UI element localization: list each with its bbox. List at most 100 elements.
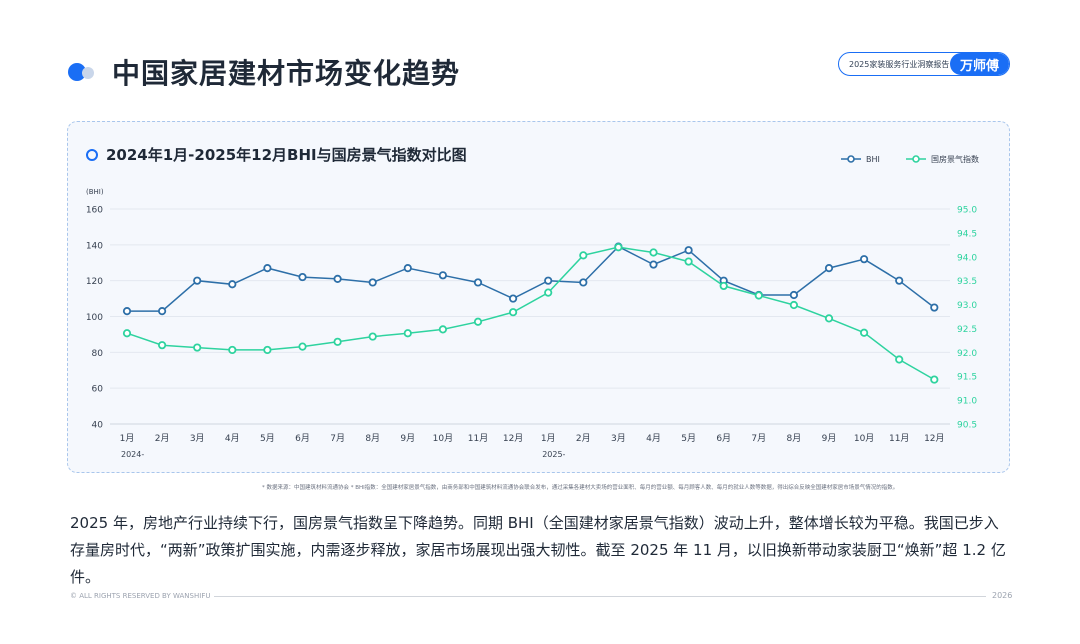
y-tick-label: 140 (86, 241, 103, 251)
y-axis-label: (BHI) (86, 188, 104, 196)
data-point-series-1 (298, 272, 307, 282)
title-bullet-icon (68, 61, 102, 83)
data-point-series-1 (193, 276, 202, 285)
x-tick-label: 2月 (155, 433, 170, 444)
x-tick-label: 8月 (365, 433, 380, 444)
data-point-series-2 (544, 288, 553, 297)
x-tick-label: 12月 (503, 433, 523, 444)
x-tick-label: 4月 (225, 433, 240, 444)
data-point-series-1 (649, 260, 658, 269)
y2-tick-label: 93.0 (957, 301, 977, 311)
x-tick-label: 12月 (924, 433, 944, 444)
data-point-series-2 (228, 345, 237, 355)
data-point-series-2 (368, 332, 377, 341)
data-point-series-2 (193, 343, 202, 352)
data-point-series-2 (403, 329, 412, 338)
data-point-series-2 (859, 328, 869, 337)
data-point-series-2 (719, 281, 728, 291)
y2-tick-label: 91.5 (957, 373, 977, 383)
data-point-series-1 (789, 290, 799, 300)
brand-logo: 万师傅 (949, 53, 1009, 75)
data-point-series-1 (368, 278, 377, 287)
x-tick-label: 4月 (646, 433, 661, 444)
data-point-series-2 (438, 325, 447, 334)
x-tick-label: 1月 (541, 433, 556, 444)
report-badge: 2025家装服务行业洞察报告 万师傅 (838, 52, 1010, 76)
y2-tick-label: 94.5 (957, 229, 977, 239)
x-tick-label: 9月 (400, 433, 415, 444)
data-point-series-2 (298, 342, 307, 351)
data-point-series-2 (614, 243, 623, 252)
footer-year: 2026 (992, 591, 1013, 600)
series-line-2 (126, 246, 935, 381)
y2-tick-label: 92.5 (957, 325, 977, 335)
data-point-series-1 (158, 307, 167, 316)
data-point-series-1 (579, 278, 588, 287)
report-badge-text: 2025家装服务行业洞察报告 (849, 59, 950, 69)
data-point-series-2 (333, 337, 342, 346)
data-point-series-2 (122, 329, 132, 338)
data-point-series-1 (508, 294, 518, 303)
series-line-1 (127, 245, 935, 312)
data-point-series-1 (263, 264, 272, 273)
page-title: 中国家居建材市场变化趋势 (112, 57, 461, 90)
y2-tick-label: 90.5 (957, 421, 977, 431)
x-tick-label: 11月 (468, 433, 488, 444)
data-point-series-2 (930, 375, 939, 384)
x-tick-label: 1月 (120, 433, 135, 444)
data-point-series-2 (754, 291, 763, 300)
data-point-series-1 (684, 246, 693, 255)
x-tick-label: 7月 (751, 433, 766, 444)
legend-marker (912, 155, 920, 163)
data-point-series-1 (930, 303, 939, 312)
x-tick-label: 3月 (611, 433, 626, 444)
x-tick-label: 3月 (190, 433, 205, 444)
legend-label: 国房景气指数 (931, 154, 979, 164)
y2-tick-label: 91.0 (957, 397, 977, 407)
data-point-series-2 (508, 308, 518, 317)
y-tick-label: 100 (86, 313, 103, 323)
data-point-series-2 (649, 248, 658, 257)
y2-tick-label: 93.5 (957, 277, 977, 287)
chart-title-row: 2024年1月-2025年12月BHI与国房景气指数对比图 (86, 144, 467, 165)
data-point-series-1 (544, 276, 553, 285)
data-point-series-1 (824, 264, 834, 273)
data-point-series-1 (895, 276, 904, 285)
data-point-series-2 (158, 341, 167, 350)
x-tick-label: 10月 (433, 433, 453, 444)
footer-divider (214, 596, 986, 597)
data-point-series-2 (684, 257, 693, 266)
data-point-series-1 (122, 307, 132, 316)
x-tick-label: 11月 (889, 433, 909, 444)
data-point-series-1 (333, 274, 342, 283)
footer-copyright: © ALL RIGHTS RESERVED BY WANSHIFU (70, 592, 211, 600)
x-year-label: 2025- (542, 450, 565, 459)
circle-bullet-icon (86, 148, 98, 161)
data-point-series-2 (579, 251, 588, 260)
data-point-series-1 (228, 280, 237, 289)
y-tick-label: 80 (92, 349, 104, 359)
x-tick-label: 6月 (295, 433, 310, 444)
data-point-series-1 (438, 271, 447, 280)
x-tick-label: 10月 (854, 433, 874, 444)
x-tick-label: 5月 (681, 433, 696, 444)
y-tick-label: 40 (92, 421, 104, 431)
legend-label: BHI (866, 155, 880, 164)
x-tick-label: 2月 (576, 433, 591, 444)
y-tick-label: 160 (86, 206, 103, 216)
data-point-series-2 (824, 314, 834, 323)
chart-title: 2024年1月-2025年12月BHI与国房景气指数对比图 (106, 146, 467, 164)
x-year-label: 2024- (121, 450, 144, 459)
chart-panel (67, 121, 1010, 473)
x-tick-label: 9月 (822, 433, 837, 444)
y2-tick-label: 94.0 (957, 253, 977, 263)
data-point-series-1 (403, 264, 412, 273)
data-point-series-2 (895, 355, 904, 364)
data-point-series-1 (859, 255, 869, 264)
legend-marker (847, 155, 855, 163)
body-paragraph: 2025 年，房地产行业持续下行，国房景气指数呈下降趋势。同期 BHI（全国建材… (70, 514, 1006, 586)
x-tick-label: 7月 (330, 433, 345, 444)
source-note: * 数据来源：中国建筑材料流通协会 * BHI指数：全国建材家居景气指数，由商务… (262, 485, 899, 491)
y2-tick-label: 95.0 (957, 206, 977, 216)
